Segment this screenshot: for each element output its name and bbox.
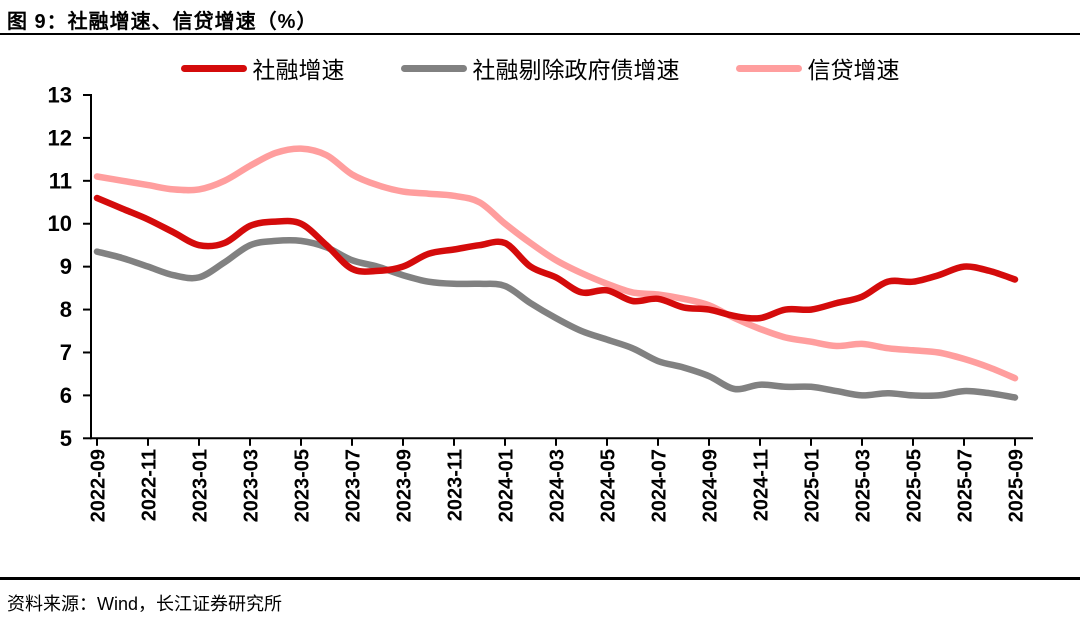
x-tick-label: 2023-11 <box>445 449 467 521</box>
x-tick-label: 2023-07 <box>343 449 365 522</box>
y-tick-label: 10 <box>48 211 72 236</box>
x-tick-label: 2023-03 <box>241 449 263 522</box>
chart-legend: 社融增速 社融剔除政府债增速 信贷增速 <box>0 51 1080 85</box>
x-tick-label: 2024-05 <box>598 449 620 522</box>
y-tick-label: 12 <box>48 125 72 150</box>
y-tick-label: 6 <box>60 383 72 408</box>
x-tick-label: 2022-09 <box>88 449 110 522</box>
x-tick-label: 2023-09 <box>394 449 416 522</box>
series-line-shr-ex-gov <box>93 236 1019 401</box>
y-tick-label: 13 <box>48 83 72 108</box>
x-tick-label: 2023-05 <box>292 449 314 522</box>
x-tick-label: 2024-11 <box>751 449 773 521</box>
x-tick-label: 2025-07 <box>955 449 977 522</box>
legend-line-swatch-red <box>180 64 247 72</box>
x-tick-label: 2025-09 <box>1006 449 1028 522</box>
y-tick-label: 11 <box>49 168 72 193</box>
x-tick-label: 2024-03 <box>547 449 569 522</box>
x-tick-label: 2024-07 <box>649 449 671 522</box>
x-tick-label: 2025-05 <box>904 449 926 522</box>
source-note: 资料来源：Wind，长江证券研究所 <box>7 594 283 614</box>
series-line-shr <box>93 194 1019 322</box>
y-tick-label: 7 <box>60 340 72 365</box>
x-tick-label: 2023-01 <box>190 449 212 522</box>
y-tick-label: 8 <box>60 297 72 322</box>
legend-label: 社融增速 <box>252 57 345 83</box>
series-line-credit <box>93 145 1019 382</box>
legend-label: 社融剔除政府债增速 <box>472 57 680 83</box>
legend-label: 信贷增速 <box>807 57 900 83</box>
legend-item-shr-ex-gov: 社融剔除政府债增速 <box>400 51 680 85</box>
x-tick-label: 2024-01 <box>496 449 518 522</box>
footer-rule <box>0 577 1080 580</box>
legend-line-swatch-pink <box>735 64 802 72</box>
legend-line-swatch-gray <box>400 64 467 72</box>
legend-item-shr: 社融增速 <box>180 51 345 85</box>
y-tick-label: 9 <box>60 254 72 279</box>
x-tick-label: 2022-11 <box>139 449 161 521</box>
x-tick-label: 2025-03 <box>853 449 875 522</box>
x-tick-label: 2024-09 <box>700 449 722 522</box>
y-tick-label: 5 <box>60 426 72 451</box>
title-underline <box>0 33 1080 35</box>
line-chart: 5 6 7 8 9 10 11 12 13 2022-09 2022-11 2023-01 2023-0… <box>48 83 1033 522</box>
legend-item-credit: 信贷增速 <box>735 51 900 85</box>
x-tick-label: 2025-01 <box>802 449 824 522</box>
figure-title: 图 9：社融增速、信贷增速（%） <box>7 11 318 33</box>
